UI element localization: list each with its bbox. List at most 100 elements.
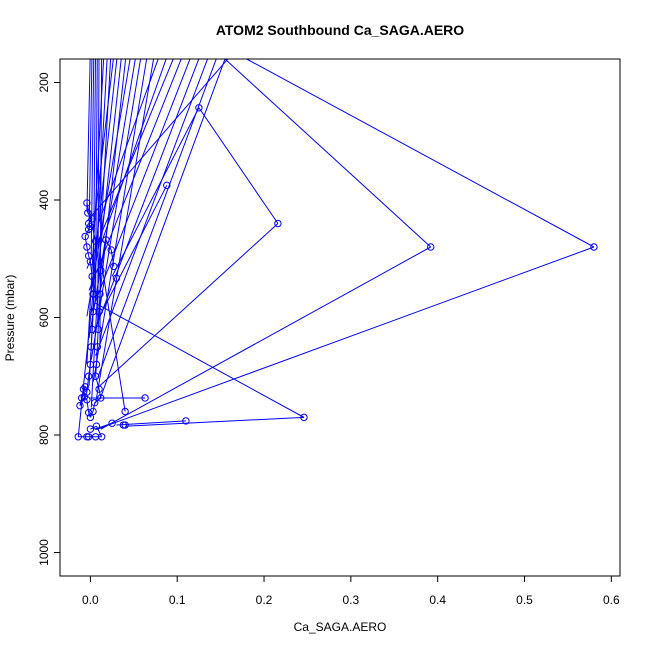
data-point [112, 274, 121, 282]
x-tick-label: 0.2 [256, 593, 273, 607]
data-point [110, 262, 118, 271]
series-line [92, 59, 200, 335]
series-line [88, 412, 91, 418]
data-point [86, 425, 95, 433]
data-point [102, 236, 110, 244]
data-point [590, 243, 598, 251]
series-line [96, 223, 279, 389]
data-point [119, 421, 128, 429]
data-point [84, 433, 93, 441]
data-point [83, 388, 91, 396]
series-line [90, 59, 95, 256]
x-tick-label: 0.6 [603, 593, 620, 607]
data-point [141, 394, 149, 402]
series-line [99, 270, 102, 295]
data-point [95, 385, 103, 393]
data-point [97, 266, 105, 275]
x-tick-label: 0.1 [169, 593, 186, 607]
series-line [224, 59, 432, 248]
series-line [77, 293, 94, 437]
series-line [98, 185, 168, 318]
data-point [83, 243, 91, 251]
data-point [87, 343, 95, 351]
series-line [86, 246, 90, 256]
series-line [89, 261, 93, 277]
data-point [83, 199, 91, 207]
data-point [76, 401, 84, 410]
data-point [97, 394, 105, 402]
series-line [100, 258, 126, 412]
series-line [95, 376, 100, 390]
y-tick-label: 200 [37, 72, 51, 92]
data-point [427, 243, 435, 251]
series-line [95, 364, 97, 377]
y-axis: 200 400 600 800 1000 [37, 72, 61, 566]
data-point [89, 307, 97, 316]
series-line [97, 59, 217, 378]
data-point [108, 419, 116, 427]
series-line [99, 59, 167, 248]
series-line [100, 239, 107, 271]
data-point [121, 407, 129, 416]
series-line [90, 59, 191, 313]
data-point [74, 433, 82, 441]
data-point [88, 325, 96, 333]
series-line [98, 389, 102, 399]
data-point [86, 360, 95, 369]
plot-frame [59, 58, 621, 577]
chart-title: ATOM2 Southbound Ca_SAGA.AERO [216, 22, 464, 38]
series-line [86, 59, 229, 222]
x-tick-label: 0.4 [429, 593, 446, 607]
series-line [88, 59, 182, 291]
data-point [182, 417, 190, 425]
data-point [84, 219, 93, 228]
data-point [274, 219, 282, 228]
y-tick-label: 1000 [37, 539, 51, 566]
data-point [88, 215, 96, 223]
y-axis-label: Pressure (mbar) [3, 275, 17, 362]
y-tick-label: 600 [37, 307, 51, 327]
x-tick-label: 0.5 [516, 593, 533, 607]
series-line [97, 246, 595, 430]
series-line [86, 399, 90, 413]
x-tick-label: 0.3 [343, 593, 360, 607]
series-line [88, 364, 91, 377]
series-line [92, 59, 148, 382]
series-line [97, 59, 122, 273]
series-line [111, 107, 200, 277]
data-point [91, 372, 100, 380]
data-point [91, 237, 100, 245]
series-line [105, 239, 112, 251]
x-axis: 0.0 0.1 0.2 0.3 0.4 0.5 0.6 [82, 575, 620, 607]
x-axis-label: Ca_SAGA.AERO [294, 620, 387, 634]
series-line [92, 241, 97, 295]
series-line [99, 59, 127, 295]
data-point [86, 413, 95, 422]
series-line [246, 59, 595, 248]
data-point [92, 422, 101, 430]
data-point [84, 252, 93, 260]
data-point [78, 394, 86, 402]
data-point [84, 408, 93, 417]
series-line [95, 59, 209, 356]
series-line [88, 59, 136, 339]
series-line [95, 59, 118, 252]
series-line [92, 402, 96, 412]
plot-area [59, 58, 621, 577]
series-line [84, 236, 88, 248]
series-line [125, 416, 304, 427]
data-point [84, 372, 93, 380]
data-point [107, 246, 115, 254]
data-point [163, 181, 171, 190]
series-line [99, 59, 226, 400]
data-point [300, 413, 308, 422]
y-tick-label: 800 [37, 425, 51, 445]
data-point [81, 383, 89, 391]
data-point [195, 104, 203, 112]
series-line [84, 229, 90, 237]
data-point [88, 272, 96, 281]
series-line [100, 246, 431, 430]
x-tick-label: 0.0 [82, 593, 99, 607]
series-line [86, 59, 174, 269]
